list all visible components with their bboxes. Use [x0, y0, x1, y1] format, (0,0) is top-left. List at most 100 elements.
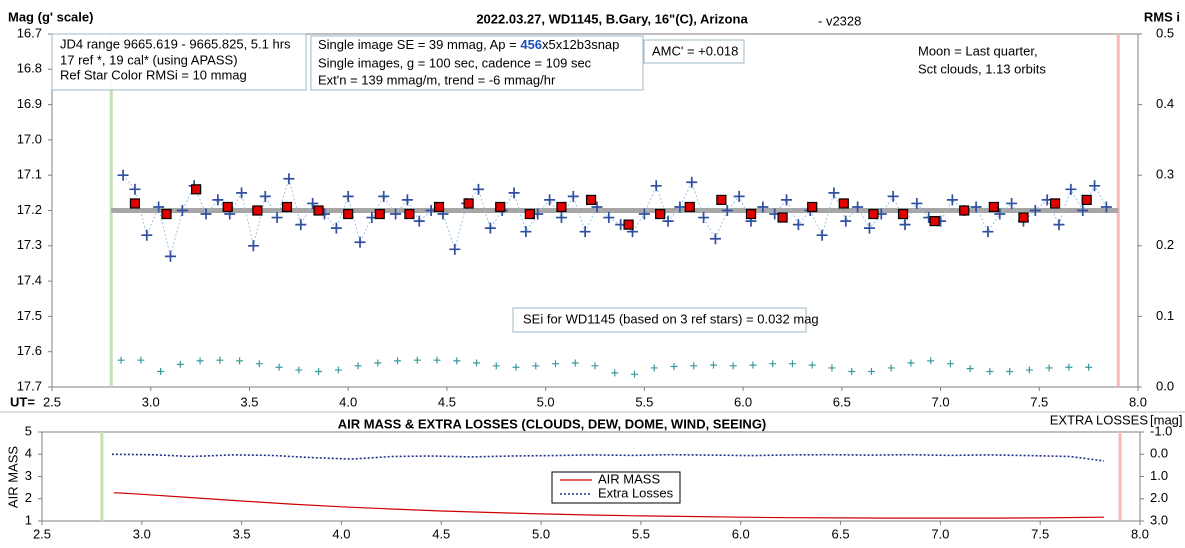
plus-marker [650, 364, 658, 372]
x-tick-label: 6.5 [832, 526, 850, 541]
plus-marker [966, 365, 974, 373]
square-marker [897, 208, 909, 220]
x-tick-label: 6.0 [734, 394, 752, 409]
plus-marker [729, 362, 737, 370]
plus-marker [433, 356, 441, 364]
y2-tick-label: -1.0 [1150, 423, 1172, 438]
square-marker [281, 201, 293, 213]
plus-marker [295, 366, 303, 374]
plus-marker [196, 357, 204, 365]
plus-marker [591, 201, 603, 213]
annotation-text: Sct clouds, 1.13 orbits [918, 61, 1046, 76]
plus-marker [611, 369, 619, 377]
plus-marker [674, 201, 686, 213]
y2-tick-label: 1.0 [1150, 468, 1168, 483]
x-tick-label: 4.5 [432, 526, 450, 541]
plus-marker [670, 363, 678, 371]
plus-marker [200, 208, 212, 220]
plus-marker [129, 183, 141, 195]
plus-marker [236, 357, 244, 365]
y2-axis-label: EXTRA LOSSES [1050, 412, 1149, 427]
plus-marker [828, 187, 840, 199]
square-marker [838, 198, 849, 209]
plus-marker [927, 357, 935, 365]
legend-label: Extra Losses [598, 485, 674, 500]
annotation-text: Ref Star Color RMSi = 10 mmag [60, 67, 247, 82]
plus-marker [946, 194, 958, 206]
y-tick-label: 17.3 [17, 237, 42, 252]
y-tick-label: 1 [25, 512, 32, 527]
x-tick-label: 4.5 [438, 394, 456, 409]
y2-tick-label: 0.1 [1156, 308, 1174, 323]
plus-marker [1006, 367, 1014, 375]
plus-marker [690, 362, 698, 370]
annotation-text: SEi for WD1145 (based on 3 ref stars) = … [523, 311, 819, 326]
plus-marker [808, 361, 816, 369]
y-tick-label: 16.8 [17, 61, 42, 76]
plus-marker [271, 212, 283, 224]
plus-marker [153, 201, 165, 213]
x-tick-label: 3.5 [233, 526, 251, 541]
plus-marker [164, 250, 176, 262]
plus-marker [449, 243, 461, 255]
x-tick-label: 3.0 [133, 526, 151, 541]
plus-marker [630, 370, 638, 378]
plus-marker [721, 205, 733, 216]
square-marker [404, 208, 415, 220]
square-marker [777, 212, 788, 223]
plus-marker [579, 226, 591, 238]
plus-marker [769, 360, 777, 368]
plus-marker [733, 190, 745, 202]
x-tick-label: 5.5 [632, 526, 650, 541]
annotation-text: JD4 range 9665.619 - 9665.825, 5.1 hrs [60, 36, 291, 51]
plus-marker [176, 360, 184, 368]
x-tick-label: 7.0 [932, 394, 950, 409]
plus-marker [334, 366, 342, 374]
annotation-run: x5x12b3snap [542, 37, 619, 52]
square-marker [343, 208, 354, 220]
plus-marker [342, 190, 354, 202]
plus-marker [986, 367, 994, 375]
y-axis-label: Mag (g' scale) [8, 9, 93, 24]
square-marker [313, 205, 324, 216]
plus-marker [709, 361, 717, 369]
plus-marker [141, 229, 153, 241]
plus-marker [911, 197, 923, 209]
plus-marker [788, 360, 796, 368]
y2-tick-label: 2.0 [1150, 490, 1168, 505]
annotation-box [512, 307, 807, 333]
plus-marker [571, 359, 579, 367]
y2-axis-unit: [mag] [1150, 412, 1183, 427]
plus-marker [255, 360, 263, 368]
x-tick-label: 7.0 [931, 526, 949, 541]
plus-marker [686, 176, 698, 188]
y2-tick-label: 0.0 [1156, 378, 1174, 393]
legend-label: AIR MASS [598, 471, 660, 486]
plus-marker [816, 229, 828, 241]
x-tick-label: 7.5 [1031, 526, 1049, 541]
plus-marker [638, 208, 650, 220]
plus-marker [236, 187, 248, 199]
y-tick-label: 17.4 [17, 273, 42, 288]
plus-marker [378, 190, 390, 202]
y2-tick-label: 0.5 [1156, 25, 1174, 40]
plus-marker [867, 367, 875, 375]
plus-marker [828, 364, 836, 372]
plus-marker [709, 233, 721, 245]
plus-marker [307, 197, 319, 209]
chart-title: AIR MASS & EXTRA LOSSES (CLOUDS, DEW, DO… [338, 416, 767, 431]
plus-marker [555, 212, 567, 224]
plus-marker [552, 360, 560, 368]
y-tick-label: 17.6 [17, 343, 42, 358]
plus-marker [757, 201, 769, 213]
plus-marker [508, 187, 520, 199]
y-axis-label: AIR MASS [5, 446, 20, 508]
annotation-box [310, 35, 644, 91]
x-tick-label: 4.0 [332, 526, 350, 541]
x-tick-label: 8.0 [1131, 526, 1149, 541]
plus-marker [792, 219, 804, 231]
square-marker [868, 208, 879, 220]
square-marker [1018, 212, 1029, 223]
plus-marker [698, 212, 710, 224]
plus-marker [1065, 363, 1073, 371]
